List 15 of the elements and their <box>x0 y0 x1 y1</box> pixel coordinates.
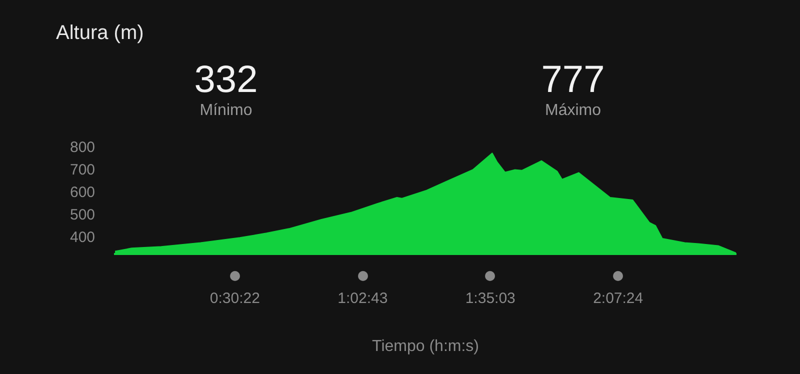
y-tick-label: 400 <box>70 228 96 246</box>
x-tick-label: 1:35:03 <box>465 290 516 308</box>
x-tick-label: 0:30:22 <box>210 290 260 308</box>
y-tick-label: 600 <box>70 184 96 201</box>
x-tick-label: 2:07:24 <box>593 290 644 308</box>
text: 332 <box>193 59 259 101</box>
text: 777 <box>540 59 606 101</box>
text: Máximo <box>544 102 602 120</box>
chart-title: Altura (m) <box>56 22 144 45</box>
x-axis-title: Tiempo (h:m:s) <box>372 338 480 355</box>
y-tick-label: 800 <box>70 139 96 156</box>
y-tick-label: 500 <box>70 206 96 224</box>
x-tick-label: 1:02:43 <box>338 290 388 308</box>
y-tick-label: 700 <box>70 162 96 179</box>
text: Mínimo <box>198 102 254 120</box>
